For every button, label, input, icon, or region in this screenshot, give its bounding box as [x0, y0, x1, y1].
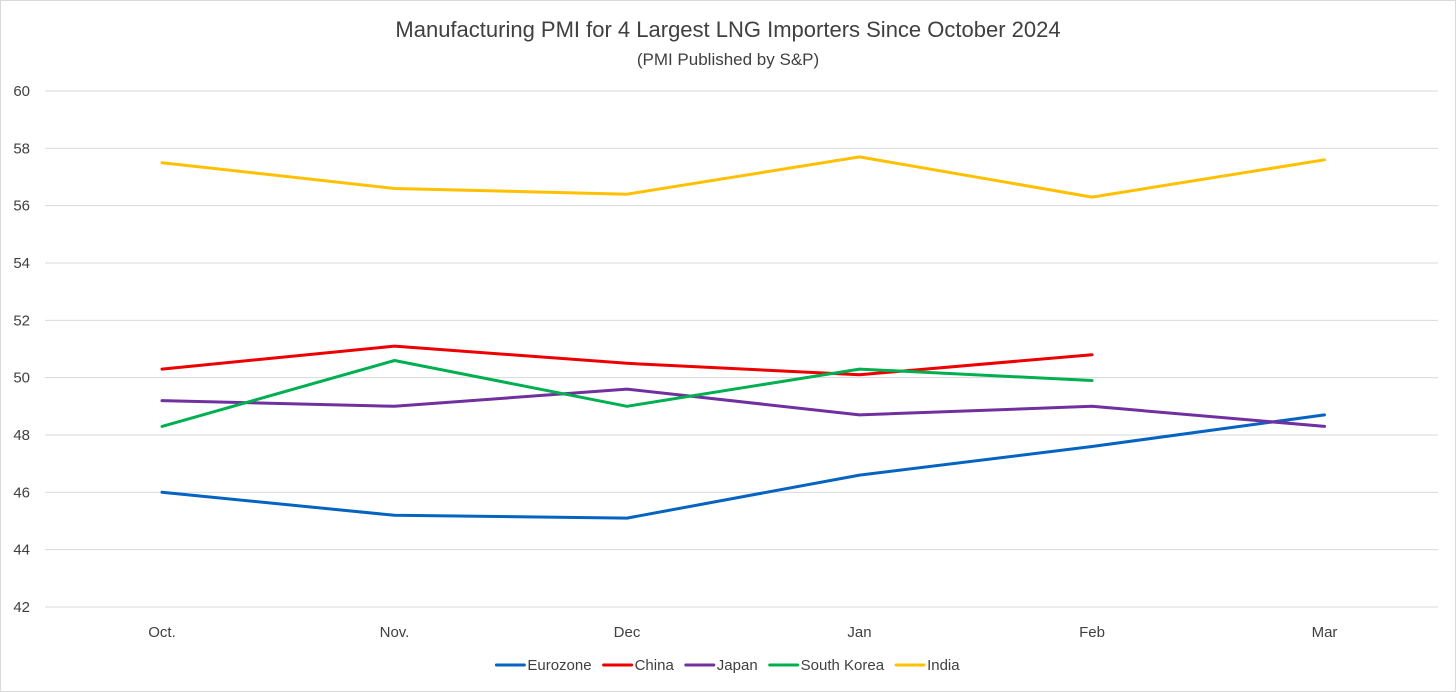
y-tick-label: 54 — [13, 255, 30, 272]
legend-item-japan: Japan — [684, 657, 758, 674]
series-line-eurozone — [160, 413, 1326, 520]
x-tick-label: Jan — [847, 624, 871, 641]
legend-label: China — [635, 657, 675, 674]
legend-item-south-korea: South Korea — [768, 657, 885, 674]
series-line-japan — [160, 387, 1326, 428]
chart-title: Manufacturing PMI for 4 Largest LNG Impo… — [395, 17, 1060, 42]
legend: Eurozone China Japan South Korea India — [494, 657, 960, 674]
legend-label: Eurozone — [527, 657, 591, 674]
series-line-south-korea — [160, 359, 1094, 428]
x-tick-label: Feb — [1079, 624, 1105, 641]
chart-subtitle: (PMI Published by S&P) — [637, 50, 819, 69]
y-axis-ticks: 42 44 46 48 50 52 54 56 58 60 — [13, 83, 30, 616]
legend-label: Japan — [717, 657, 758, 674]
legend-label: India — [927, 657, 960, 674]
y-tick-label: 56 — [13, 198, 30, 215]
series-line-india — [160, 155, 1326, 199]
legend-label: South Korea — [801, 657, 885, 674]
y-tick-label: 46 — [13, 484, 30, 501]
y-tick-label: 50 — [13, 370, 30, 387]
y-tick-label: 60 — [13, 83, 30, 100]
series-line-china — [160, 344, 1094, 377]
y-tick-label: 52 — [13, 312, 30, 329]
x-tick-label: Nov. — [380, 624, 410, 641]
x-tick-label: Mar — [1312, 624, 1338, 641]
x-tick-label: Dec — [614, 624, 641, 641]
y-tick-label: 58 — [13, 140, 30, 157]
y-tick-label: 48 — [13, 427, 30, 444]
gridlines — [45, 90, 1438, 608]
legend-item-india: India — [894, 657, 960, 674]
x-axis-ticks: Oct. Nov. Dec Jan Feb Mar — [148, 624, 1337, 641]
x-tick-label: Oct. — [148, 624, 176, 641]
legend-item-eurozone: Eurozone — [494, 657, 592, 674]
y-tick-label: 42 — [13, 599, 30, 616]
y-tick-label: 44 — [13, 542, 30, 559]
legend-item-china: China — [602, 657, 675, 674]
series-lines — [160, 155, 1326, 520]
